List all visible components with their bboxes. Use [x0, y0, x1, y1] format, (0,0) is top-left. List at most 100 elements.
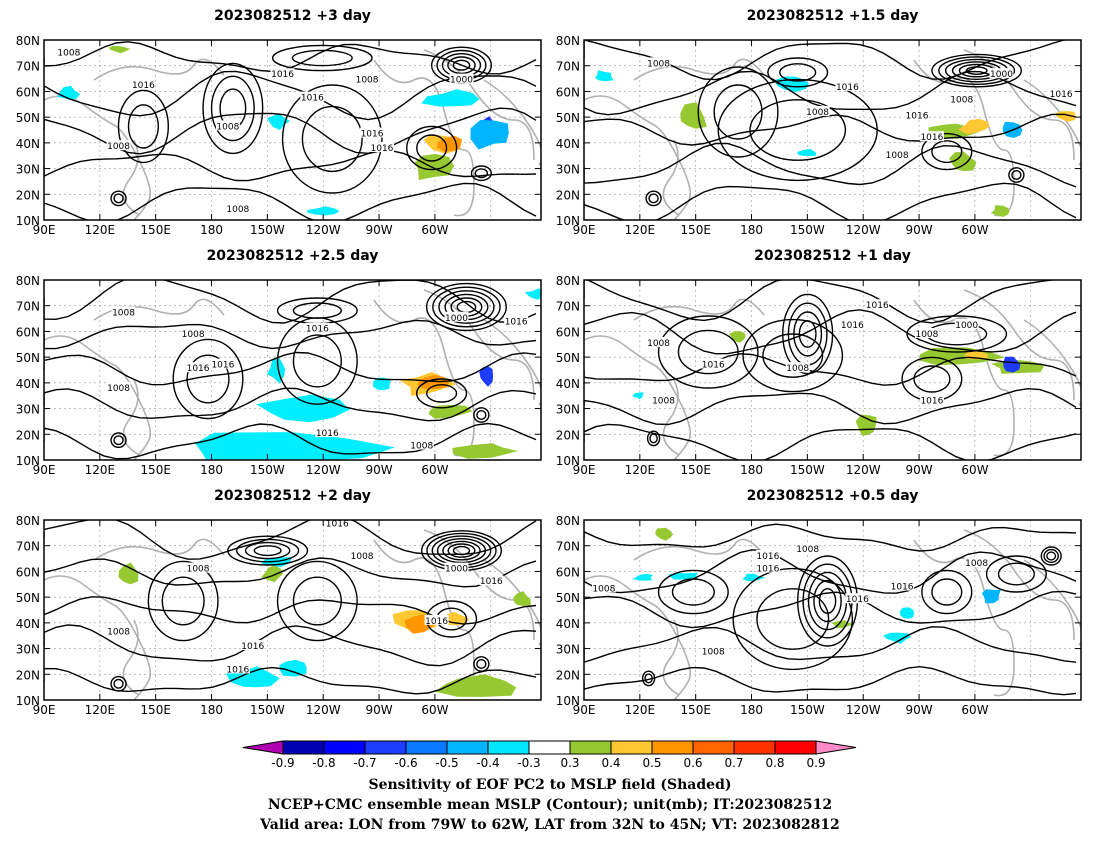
isobar [186, 354, 230, 404]
lon-tick-label: 90E [33, 703, 56, 717]
isobar [756, 588, 830, 650]
coastline [44, 335, 152, 460]
lon-tick-label: 90W [905, 223, 932, 237]
isobar [426, 384, 458, 403]
colorbar-label: -0.3 [517, 756, 540, 770]
lat-tick-label: 30N [556, 643, 580, 657]
contour-label: 1008 [57, 49, 80, 59]
caption-line-2: NCEP+CMC ensemble mean MSLP (Contour); u… [267, 797, 833, 813]
sensitivity-shading [958, 118, 990, 135]
contour-label: 1016 [702, 361, 725, 371]
isobar [292, 302, 342, 319]
colorbar-label: -0.8 [312, 756, 335, 770]
sensitivity-shading [470, 119, 509, 150]
isobar [438, 290, 495, 324]
isobar [452, 59, 471, 71]
coastline [122, 619, 140, 696]
map-frame [43, 39, 542, 221]
coastline [1023, 319, 1081, 406]
isobar [938, 56, 1016, 85]
sensitivity-shading [256, 394, 350, 423]
contour-label: 1016 [425, 617, 448, 627]
map-area: 1016 1008 1008 1000 1016 1008 1016 1016 1016 [44, 520, 541, 700]
colorbar-box [405, 740, 448, 755]
isobar [584, 665, 1077, 696]
sensitivity-shading [267, 358, 286, 384]
lon-tick-label: 120W [306, 463, 341, 477]
coastline [584, 95, 692, 220]
lat-tick-label: 30N [16, 403, 40, 417]
lat-tick-label: 20N [556, 668, 580, 682]
isobar [301, 105, 363, 173]
map-frame [43, 279, 542, 461]
lat-tick-label: 40N [556, 137, 580, 151]
isobar [253, 545, 282, 557]
colorbar-box [487, 740, 530, 755]
lat-tick-label: 80N [16, 514, 40, 528]
isobar [44, 150, 537, 182]
lat-tick-label: 70N [556, 60, 580, 74]
sensitivity-shading [421, 89, 480, 107]
coastline [93, 538, 225, 561]
lat-tick-label: 50N [556, 591, 580, 605]
lat-tick-label: 80N [556, 274, 580, 288]
lat-tick-label: 20N [556, 188, 580, 202]
lat-tick-label: 70N [16, 60, 40, 74]
contour-label: 1016 [841, 321, 864, 331]
colorbar-box [569, 740, 612, 755]
isobar [644, 673, 653, 684]
isobar [657, 315, 759, 389]
contour-label: 1016 [1050, 90, 1073, 100]
lon-tick-label: 120W [306, 703, 341, 717]
lat-tick-label: 60N [16, 85, 40, 99]
sensitivity-shading [524, 288, 541, 300]
lat-tick-label: 30N [556, 403, 580, 417]
colorbar-box [651, 740, 694, 755]
colorbar-box [528, 740, 571, 755]
isobar [474, 168, 489, 179]
map-frame [583, 39, 1082, 221]
lon-tick-label: 90W [365, 703, 392, 717]
coastline [913, 539, 1015, 697]
contour-label: 1016 [361, 130, 384, 140]
contour-label: 1000 [450, 76, 473, 86]
panel-title: 2023082512 +0.5 day [747, 488, 919, 504]
lon-tick-label: 180 [740, 703, 763, 717]
contour-label: 1016 [241, 642, 264, 652]
colorbar-box [323, 740, 366, 755]
lat-tick-label: 10N [556, 694, 580, 708]
lon-tick-label: 150E [680, 223, 711, 237]
contour-label: 1008 [886, 151, 909, 161]
contour-label: 1008 [410, 442, 433, 452]
isobar [44, 557, 537, 588]
lat-tick-label: 80N [16, 34, 40, 48]
contour-label: 1008 [107, 142, 130, 152]
isobar [584, 353, 1077, 386]
sensitivity-shading [680, 102, 707, 129]
lon-tick-label: 60W [421, 703, 448, 717]
isobar [110, 190, 127, 207]
isobar [113, 435, 124, 446]
lat-tick-label: 60N [16, 565, 40, 579]
isobar [447, 543, 476, 558]
lon-tick-label: 150E [140, 463, 171, 477]
isobar [476, 659, 487, 670]
colorbar-label: -0.9 [271, 756, 294, 770]
colorbar-label: 0.7 [724, 756, 743, 770]
contour-label: 1016 [306, 325, 329, 335]
lat-tick-label: 50N [16, 351, 40, 365]
lon-tick-label: 120E [625, 463, 656, 477]
colorbar: -0.9 -0.8 -0.7 -0.6 -0.5 -0.4 -0.3 0.3 0.4 0.5 0.6… [242, 740, 857, 770]
lat-tick-label: 10N [16, 454, 40, 468]
lat-tick-label: 50N [16, 111, 40, 125]
map-panel: 2023082512 +1.5 day100810161000100810161… [556, 8, 1082, 237]
lon-tick-label: 60W [961, 703, 988, 717]
contour-label: 1016 [920, 133, 943, 143]
isobar [406, 125, 458, 171]
colorbar-label: -0.4 [476, 756, 499, 770]
isobar [732, 567, 854, 671]
isobar [697, 66, 779, 158]
isobar [779, 63, 817, 82]
contour-label: 1008 [647, 339, 670, 349]
